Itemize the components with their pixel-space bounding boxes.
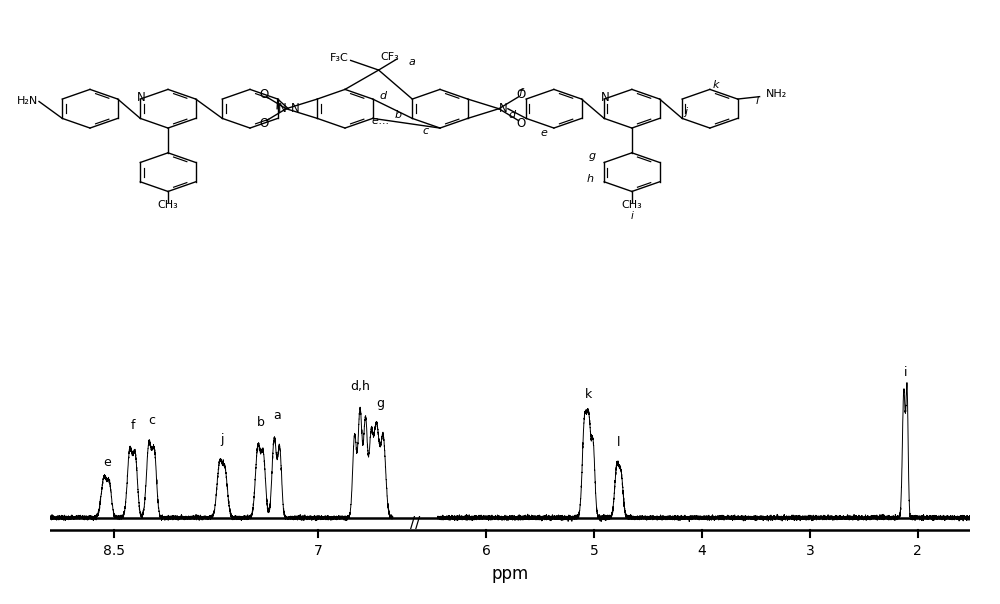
Text: CH₃: CH₃ xyxy=(158,200,178,210)
Text: h: h xyxy=(587,174,594,184)
Text: b: b xyxy=(395,111,402,120)
Text: N: N xyxy=(498,102,507,115)
Text: 3: 3 xyxy=(806,544,814,558)
Text: k: k xyxy=(585,388,592,401)
Text: 5: 5 xyxy=(590,544,599,558)
Text: j: j xyxy=(221,433,224,446)
Text: 7: 7 xyxy=(313,544,322,558)
Text: f: f xyxy=(130,419,135,432)
Text: a: a xyxy=(409,57,416,66)
Text: e: e xyxy=(103,455,111,469)
Text: i: i xyxy=(630,211,633,220)
Text: e: e xyxy=(540,128,547,138)
Text: a: a xyxy=(273,410,281,422)
Text: e...: e... xyxy=(372,117,393,126)
Text: g: g xyxy=(376,397,384,410)
Text: CH₃: CH₃ xyxy=(621,200,642,210)
Text: c: c xyxy=(423,126,429,136)
Text: ppm: ppm xyxy=(491,565,529,583)
Text: f: f xyxy=(518,88,522,98)
Text: //: // xyxy=(410,516,420,531)
Text: d: d xyxy=(379,91,386,101)
Text: N: N xyxy=(291,102,300,115)
Text: g: g xyxy=(589,152,596,161)
Text: NH₂: NH₂ xyxy=(766,89,787,99)
Text: l: l xyxy=(756,97,759,106)
Text: 8.5: 8.5 xyxy=(103,544,125,558)
Text: 6: 6 xyxy=(482,544,491,558)
Text: c: c xyxy=(148,414,155,426)
Text: d,h: d,h xyxy=(350,380,370,393)
Text: i: i xyxy=(904,366,908,379)
Text: N: N xyxy=(601,91,610,104)
Text: 2: 2 xyxy=(913,544,922,558)
Text: k: k xyxy=(713,80,719,89)
Text: O: O xyxy=(260,117,269,130)
Text: O: O xyxy=(516,88,525,101)
Text: N: N xyxy=(137,91,146,104)
Text: O: O xyxy=(516,117,525,130)
Text: b: b xyxy=(257,416,265,429)
Text: N: N xyxy=(278,102,287,115)
Text: O: O xyxy=(260,88,269,101)
Text: 4: 4 xyxy=(698,544,706,558)
Text: j: j xyxy=(685,108,688,117)
Text: l: l xyxy=(617,436,621,449)
Text: H₂N: H₂N xyxy=(17,97,38,106)
Text: d: d xyxy=(509,110,516,120)
Text: CF₃: CF₃ xyxy=(381,52,399,62)
Text: F₃C: F₃C xyxy=(330,53,349,63)
